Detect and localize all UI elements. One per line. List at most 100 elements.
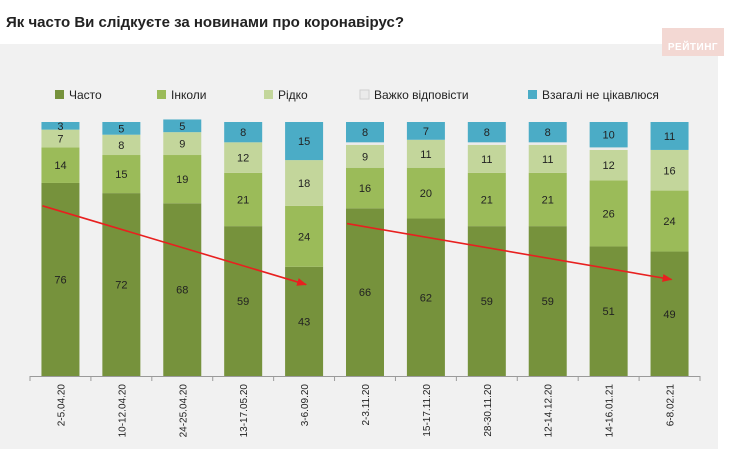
x-tick-label: 6-8.02.21 [666,384,677,427]
data-label: 7 [423,126,429,138]
data-label: 66 [359,287,371,299]
bar-segment [589,122,628,148]
data-label: 68 [176,285,188,297]
bar-segment [285,122,324,161]
x-tick-label: 24-25.04.20 [178,384,189,438]
legend-swatch [528,90,537,99]
data-label: 5 [118,123,124,135]
data-label: 16 [663,165,675,177]
data-label: 11 [664,131,675,143]
data-label: 76 [54,274,66,286]
trend-arrow [346,222,673,282]
legend-swatch [264,90,273,99]
legend-label: Рідко [278,88,308,102]
data-label: 8 [362,127,368,139]
bar-segment [528,122,567,143]
legend-label: Часто [69,88,102,102]
bar-segment [346,122,384,143]
x-tick-label: 10-12.04.20 [117,384,128,438]
bar-segment [467,142,506,145]
x-tick-label: 12-14.12.20 [544,384,555,438]
data-label: 11 [542,154,553,166]
bar-segment [41,122,80,130]
bar-segment [102,193,141,376]
x-tick-label: 2-3.11.20 [361,384,372,426]
bar-segment [650,149,689,191]
chart-title: Як часто Ви слідкуєте за новинами про ко… [6,14,404,31]
bar-segment [528,226,567,376]
bar-segment [224,172,263,227]
bar-segment [285,205,324,267]
bar-segment [467,144,506,173]
data-label: 26 [603,208,615,220]
bar-segment [41,147,80,183]
data-label: 12 [237,153,249,165]
data-label: 20 [420,188,432,200]
bar-segment [163,203,202,376]
legend-swatch [157,90,166,99]
bar-segment [406,218,445,376]
bar-segment [224,142,263,173]
brand-logo-text: РЕЙТИНГ [667,42,719,53]
x-tick-label: 15-17.11.20 [422,384,433,437]
bar-segment [406,139,445,168]
bar-segment [650,251,689,376]
trend-arrow [42,205,308,286]
data-label: 72 [115,280,127,292]
bar-segment [163,132,202,156]
data-label: 11 [481,154,492,166]
data-label: 43 [298,316,310,328]
x-tick-label: 14-16.01.21 [605,384,616,438]
bar-segment [41,129,80,148]
data-label: 59 [481,296,493,308]
bar-segment [528,144,567,173]
bar-segment [467,172,506,227]
x-tick-label: 13-17.05.20 [239,384,250,438]
data-label: 8 [240,127,246,139]
bar-segment [467,226,506,376]
x-tick-label: 2-5.04.20 [56,384,67,427]
data-label: 15 [298,136,310,148]
bar-segment [346,144,384,168]
data-label: 8 [484,127,490,139]
brand-logo: РЕЙТИНГ [662,28,724,56]
data-label: 8 [545,127,551,139]
data-label: 11 [420,149,431,161]
legend-label: Взагалі не цікавлюся [542,88,659,102]
bar-segment [650,190,689,252]
bar-segment [406,167,445,219]
data-label: 51 [603,306,615,318]
bar-segment [346,208,384,376]
data-label: 14 [54,160,66,172]
legend-swatch [55,90,64,99]
bar-segment [285,160,324,206]
data-label: 16 [359,183,371,195]
data-label: 5 [179,121,185,133]
data-label: 21 [481,194,493,206]
data-label: 8 [118,140,124,152]
bar-segment [102,122,141,135]
bar-segment [163,119,202,133]
bar-segment [528,172,567,227]
bar-segment [650,122,689,150]
data-label: 9 [362,151,368,163]
data-label: 15 [115,169,127,181]
bar-segment [589,149,628,181]
data-label: 3 [57,121,63,133]
bar-segment [224,226,263,376]
bar-segment [467,122,506,143]
legend-label: Важко відповісти [374,88,469,102]
data-label: 59 [237,296,249,308]
bar-segment [102,155,141,194]
data-label: 21 [542,194,554,206]
data-label: 18 [298,178,310,190]
data-label: 7 [57,134,63,146]
data-label: 24 [298,231,310,243]
bar-segment [224,122,263,143]
legend-label: Інколи [171,88,206,102]
bar-segment [102,134,141,156]
bar-segment [163,155,202,204]
bar-segment [589,147,628,150]
data-label: 24 [663,216,675,228]
x-tick-label: 28-30.11.20 [483,384,494,437]
